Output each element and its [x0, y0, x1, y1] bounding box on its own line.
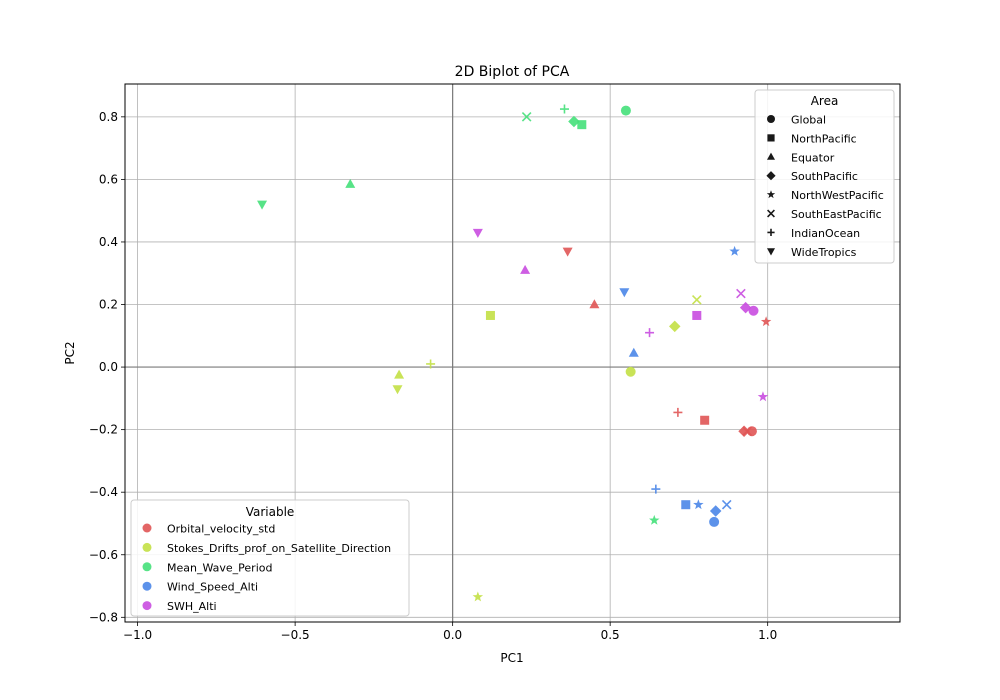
data-points	[257, 104, 772, 602]
x-tick-label: 0.5	[601, 628, 620, 642]
y-tick-label: −0.4	[89, 485, 118, 499]
data-point-wind-speed-alti-southpacific	[709, 505, 722, 517]
legend-variable-swatch	[142, 601, 152, 611]
data-point-swh-alti-global	[748, 305, 759, 316]
legend-area-marker-triangle-up	[767, 152, 775, 160]
legend-variable-swatch	[142, 523, 152, 533]
legend-variable-title: Variable	[246, 505, 295, 519]
legend-area-entry: SouthEastPacific	[791, 208, 882, 221]
y-tick-label: −0.2	[89, 423, 118, 437]
x-axis-ticks: −1.0 −0.5 0.0 0.5 1.0	[123, 622, 777, 642]
legend-variable: Variable Orbital_velocity_std Stokes_Drift…	[130, 499, 410, 617]
legend-variable-box	[130, 499, 410, 617]
data-point-mean-wave-period-northpacific	[577, 120, 587, 130]
legend-area: Area Global NorthPacific Equator SouthPacifi…	[754, 89, 895, 264]
data-point-swh-alti-southpacific	[739, 301, 752, 314]
legend-area-entry: NorthWestPacific	[791, 189, 884, 202]
x-tick-label: 0.0	[443, 628, 462, 642]
y-tick-label: 0.4	[99, 235, 118, 249]
y-tick-label: 0.6	[99, 172, 118, 186]
legend-variable-entry: Stokes_Drifts_prof_on_Satellite_Directio…	[167, 542, 391, 555]
data-point-stokes-drifts-prof-on-satellite-direction-widetropics	[392, 385, 403, 395]
x-axis-label: PC1	[500, 651, 523, 665]
legend-area-box	[754, 89, 895, 264]
legend-area-entry: NorthPacific	[791, 132, 857, 145]
data-point-swh-alti-northpacific	[692, 310, 702, 320]
y-axis-label: PC2	[63, 341, 77, 364]
data-point-mean-wave-period-indianocean	[559, 104, 569, 114]
y-tick-label: −0.8	[89, 610, 118, 624]
data-point-orbital-velocity-std-indianocean	[673, 407, 683, 417]
y-tick-label: 0.2	[99, 298, 118, 312]
data-point-mean-wave-period-southeastpacific	[521, 112, 532, 122]
data-point-stokes-drifts-prof-on-satellite-direction-equator	[394, 369, 405, 379]
legend-area-marker-x	[767, 209, 775, 218]
legend-variable-swatch	[142, 542, 152, 552]
data-point-mean-wave-period-southpacific	[568, 115, 580, 128]
reference-lines	[125, 84, 900, 622]
y-axis-ticks: −0.8 −0.6 −0.4 −0.2 0.0 0.2 0.4 0.6 0.8	[89, 110, 125, 624]
legend-area-marker-circle	[767, 115, 775, 123]
legend-area-entry: Equator	[791, 151, 835, 164]
data-point-wind-speed-alti-indianocean	[651, 484, 661, 494]
legend-area-marker-star	[766, 190, 776, 199]
data-point-mean-wave-period-global	[620, 105, 631, 116]
x-tick-label: 1.0	[758, 628, 777, 642]
data-point-wind-speed-alti-global	[709, 516, 720, 527]
y-tick-label: 0.8	[99, 110, 118, 124]
data-point-orbital-velocity-std-northwestpacific	[760, 316, 772, 327]
legend-area-marker-triangle-down	[767, 248, 775, 256]
data-point-swh-alti-indianocean	[645, 328, 655, 338]
data-point-stokes-drifts-prof-on-satellite-direction-northwestpacific	[472, 591, 484, 602]
data-point-swh-alti-southeastpacific	[736, 288, 746, 299]
y-tick-label: 0.0	[99, 360, 118, 374]
legend-area-entry: SouthPacific	[791, 170, 858, 183]
legend-variable-entry: SWH_Alti	[167, 600, 217, 613]
data-point-mean-wave-period-northwestpacific	[649, 514, 660, 525]
legend-area-marker-square	[767, 134, 775, 142]
data-point-stokes-drifts-prof-on-satellite-direction-global	[625, 366, 636, 377]
legend-area-title: Area	[811, 94, 839, 108]
data-point-wind-speed-alti-southeastpacific	[721, 499, 732, 510]
data-point-orbital-velocity-std-southpacific	[738, 425, 750, 437]
plot-frame	[124, 83, 901, 623]
data-point-swh-alti-northwestpacific	[757, 391, 769, 402]
legend-variable-swatch	[142, 562, 152, 572]
legend-variable-entry: Orbital_velocity_std	[167, 523, 275, 536]
data-point-orbital-velocity-std-equator	[589, 299, 600, 309]
data-point-wind-speed-alti-northwestpacific	[729, 245, 740, 256]
data-point-wind-speed-alti-widetropics	[619, 288, 630, 298]
legend-variable-swatch	[142, 581, 152, 591]
data-point-wind-speed-alti-equator	[628, 347, 639, 357]
data-point-orbital-velocity-std-widetropics	[562, 247, 573, 257]
data-point-swh-alti-widetropics	[472, 228, 483, 238]
data-point-stokes-drifts-prof-on-satellite-direction-indianocean	[426, 359, 436, 369]
data-point-mean-wave-period-widetropics	[257, 200, 268, 210]
data-point-mean-wave-period-equator	[345, 178, 356, 188]
legend-variable-entry: Mean_Wave_Period	[167, 561, 272, 574]
data-point-stokes-drifts-prof-on-satellite-direction-northpacific	[485, 310, 495, 320]
legend-area-entry: Global	[791, 114, 826, 127]
data-point-wind-speed-alti-northwestpacific	[693, 499, 704, 510]
data-point-orbital-velocity-std-southeastpacific	[742, 426, 753, 437]
data-point-swh-alti-equator	[520, 264, 531, 274]
data-point-stokes-drifts-prof-on-satellite-direction-southpacific	[668, 320, 681, 333]
chart-title: 2D Biplot of PCA	[455, 64, 570, 80]
data-point-wind-speed-alti-northpacific	[681, 500, 691, 510]
x-tick-label: −0.5	[281, 628, 310, 642]
legend-area-marker-diamond	[766, 171, 776, 181]
y-tick-label: −0.6	[89, 548, 118, 562]
legend-area-entry: WideTropics	[791, 246, 857, 259]
data-point-stokes-drifts-prof-on-satellite-direction-southeastpacific	[691, 295, 702, 305]
x-tick-label: −1.0	[123, 628, 152, 642]
legend-area-entry: IndianOcean	[791, 227, 860, 240]
legend-variable-entry: Wind_Speed_Alti	[167, 581, 258, 594]
legend-area-marker-plus	[767, 228, 775, 236]
data-point-orbital-velocity-std-northpacific	[700, 415, 710, 425]
